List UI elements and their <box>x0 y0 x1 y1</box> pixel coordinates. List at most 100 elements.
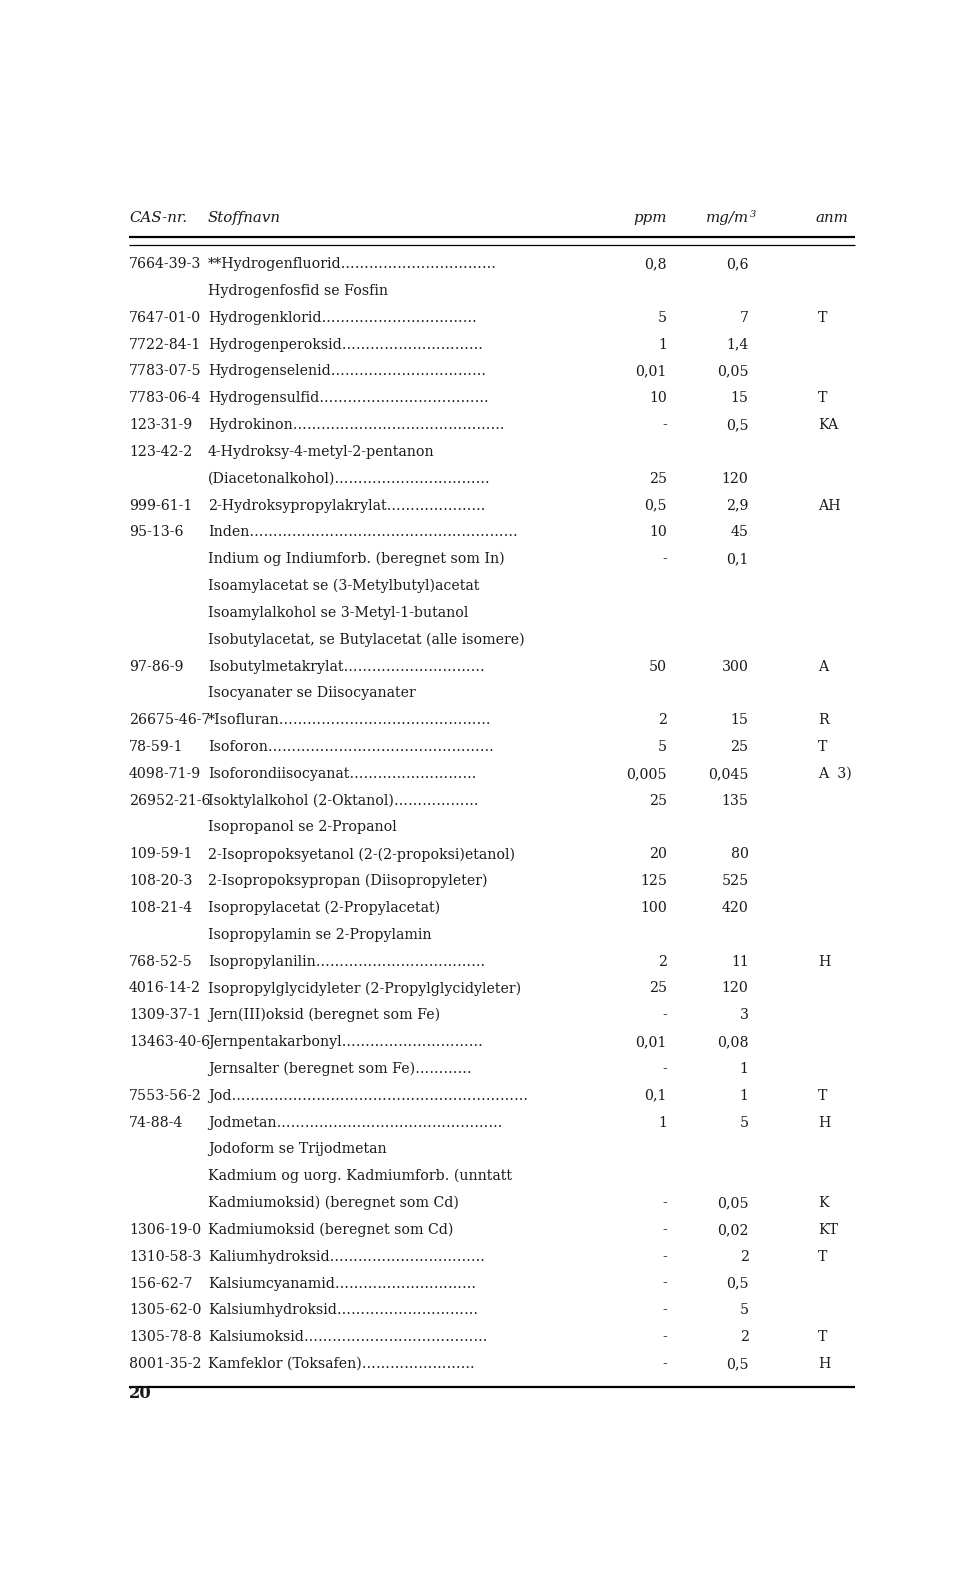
Text: (Diacetonalkohol)……………………………: (Diacetonalkohol)…………………………… <box>207 472 491 486</box>
Text: Hydrogenklorid……………………………: Hydrogenklorid…………………………… <box>207 311 477 324</box>
Text: 2: 2 <box>739 1330 749 1344</box>
Text: Jodoform se Trijodmetan: Jodoform se Trijodmetan <box>207 1142 387 1157</box>
Text: 4-Hydroksy-4-metyl-2-pentanon: 4-Hydroksy-4-metyl-2-pentanon <box>207 445 435 459</box>
Text: KT: KT <box>818 1224 838 1236</box>
Text: 20: 20 <box>649 847 667 861</box>
Text: 2-Hydroksypropylakrylat…………………: 2-Hydroksypropylakrylat………………… <box>207 499 486 513</box>
Text: **Hydrogenfluorid……………………………: **Hydrogenfluorid…………………………… <box>207 257 496 272</box>
Text: Kaliumhydroksid……………………………: Kaliumhydroksid…………………………… <box>207 1251 485 1263</box>
Text: 1: 1 <box>658 1115 667 1130</box>
Text: -: - <box>662 1197 667 1211</box>
Text: Isopropylacetat (2-Propylacetat): Isopropylacetat (2-Propylacetat) <box>207 901 440 915</box>
Text: CAS-nr.: CAS-nr. <box>129 211 187 226</box>
Text: K: K <box>818 1197 828 1211</box>
Text: Kalsiumcyanamid…………………………: Kalsiumcyanamid………………………… <box>207 1276 476 1290</box>
Text: 0,08: 0,08 <box>717 1034 749 1049</box>
Text: 5: 5 <box>658 740 667 755</box>
Text: Isoforondiisocyanat………………………: Isoforondiisocyanat……………………… <box>207 767 476 780</box>
Text: 1309-37-1: 1309-37-1 <box>129 1009 202 1022</box>
Text: Hydrogenfosfid se Fosfin: Hydrogenfosfid se Fosfin <box>207 284 388 297</box>
Text: Jodmetan…………………………………………: Jodmetan………………………………………… <box>207 1115 502 1130</box>
Text: 0,5: 0,5 <box>726 1357 749 1371</box>
Text: 2-Isopropoksypropan (Diisopropyleter): 2-Isopropoksypropan (Diisopropyleter) <box>207 874 488 888</box>
Text: 100: 100 <box>640 901 667 915</box>
Text: 0,005: 0,005 <box>626 767 667 780</box>
Text: 13463-40-6: 13463-40-6 <box>129 1034 210 1049</box>
Text: 999-61-1: 999-61-1 <box>129 499 192 513</box>
Text: 25: 25 <box>649 472 667 486</box>
Text: -: - <box>662 1009 667 1022</box>
Text: 420: 420 <box>722 901 749 915</box>
Text: -: - <box>662 1061 667 1076</box>
Text: -: - <box>662 1224 667 1236</box>
Text: *Isofluran………………………………………: *Isofluran……………………………………… <box>207 713 492 728</box>
Text: 108-21-4: 108-21-4 <box>129 901 192 915</box>
Text: 108-20-3: 108-20-3 <box>129 874 192 888</box>
Text: 11: 11 <box>731 955 749 969</box>
Text: T: T <box>818 1330 828 1344</box>
Text: 120: 120 <box>722 472 749 486</box>
Text: anm: anm <box>816 211 849 226</box>
Text: 25: 25 <box>649 793 667 807</box>
Text: 50: 50 <box>649 659 667 674</box>
Text: 0,05: 0,05 <box>717 364 749 378</box>
Text: Hydrogenperoksid…………………………: Hydrogenperoksid………………………… <box>207 337 483 351</box>
Text: ppm: ppm <box>634 211 667 226</box>
Text: -: - <box>662 1251 667 1263</box>
Text: 80: 80 <box>731 847 749 861</box>
Text: 1: 1 <box>740 1061 749 1076</box>
Text: 5: 5 <box>658 311 667 324</box>
Text: H: H <box>818 1357 830 1371</box>
Text: Jod………………………………………………………: Jod……………………………………………………… <box>207 1088 528 1103</box>
Text: 2: 2 <box>739 1251 749 1263</box>
Text: Inden…………………………………………………: Inden………………………………………………… <box>207 526 517 539</box>
Text: 0,1: 0,1 <box>644 1088 667 1103</box>
Text: Kadmium og uorg. Kadmiumforb. (unntatt: Kadmium og uorg. Kadmiumforb. (unntatt <box>207 1170 512 1184</box>
Text: 5: 5 <box>739 1303 749 1317</box>
Text: KA: KA <box>818 418 838 432</box>
Text: 1305-62-0: 1305-62-0 <box>129 1303 202 1317</box>
Text: 8001-35-2: 8001-35-2 <box>129 1357 202 1371</box>
Text: 2-Isopropoksyetanol (2-(2-propoksi)etanol): 2-Isopropoksyetanol (2-(2-propoksi)etano… <box>207 847 515 861</box>
Text: 0,5: 0,5 <box>644 499 667 513</box>
Text: 25: 25 <box>731 740 749 755</box>
Text: Jernpentakarbonyl…………………………: Jernpentakarbonyl………………………… <box>207 1034 483 1049</box>
Text: 7722-84-1: 7722-84-1 <box>129 337 202 351</box>
Text: Jernsalter (beregnet som Fe)…………: Jernsalter (beregnet som Fe)………… <box>207 1061 471 1076</box>
Text: 2: 2 <box>658 955 667 969</box>
Text: 0,05: 0,05 <box>717 1197 749 1211</box>
Text: 0,1: 0,1 <box>727 553 749 566</box>
Text: 4098-71-9: 4098-71-9 <box>129 767 202 780</box>
Text: 1305-78-8: 1305-78-8 <box>129 1330 202 1344</box>
Text: -: - <box>662 1303 667 1317</box>
Text: 135: 135 <box>722 793 749 807</box>
Text: -: - <box>662 1357 667 1371</box>
Text: 7783-06-4: 7783-06-4 <box>129 391 202 405</box>
Text: -: - <box>662 553 667 566</box>
Text: T: T <box>818 1251 828 1263</box>
Text: 45: 45 <box>731 526 749 539</box>
Text: Isobutylacetat, se Butylacetat (alle isomere): Isobutylacetat, se Butylacetat (alle iso… <box>207 632 524 647</box>
Text: Hydrokinon………………………………………: Hydrokinon……………………………………… <box>207 418 504 432</box>
Text: 7783-07-5: 7783-07-5 <box>129 364 202 378</box>
Text: Isoktylalkohol (2-Oktanol)………………: Isoktylalkohol (2-Oktanol)……………… <box>207 793 478 807</box>
Text: 0,6: 0,6 <box>726 257 749 272</box>
Text: Kadmiumoksid (beregnet som Cd): Kadmiumoksid (beregnet som Cd) <box>207 1224 453 1238</box>
Text: 1: 1 <box>740 1088 749 1103</box>
Text: A: A <box>818 659 828 674</box>
Text: 525: 525 <box>721 874 749 888</box>
Text: H: H <box>818 955 830 969</box>
Text: Isopropylglycidyleter (2-Propylglycidyleter): Isopropylglycidyleter (2-Propylglycidyle… <box>207 982 521 996</box>
Text: 3: 3 <box>739 1009 749 1022</box>
Text: Kalsiumhydroksid…………………………: Kalsiumhydroksid………………………… <box>207 1303 478 1317</box>
Text: Isopropylanilin………………………………: Isopropylanilin……………………………… <box>207 955 485 969</box>
Text: 0,045: 0,045 <box>708 767 749 780</box>
Text: 26952-21-6: 26952-21-6 <box>129 793 210 807</box>
Text: 1,4: 1,4 <box>727 337 749 351</box>
Text: 0,02: 0,02 <box>717 1224 749 1236</box>
Text: Isocyanater se Diisocyanater: Isocyanater se Diisocyanater <box>207 686 416 701</box>
Text: 0,01: 0,01 <box>636 1034 667 1049</box>
Text: 120: 120 <box>722 982 749 995</box>
Text: 95-13-6: 95-13-6 <box>129 526 183 539</box>
Text: T: T <box>818 311 828 324</box>
